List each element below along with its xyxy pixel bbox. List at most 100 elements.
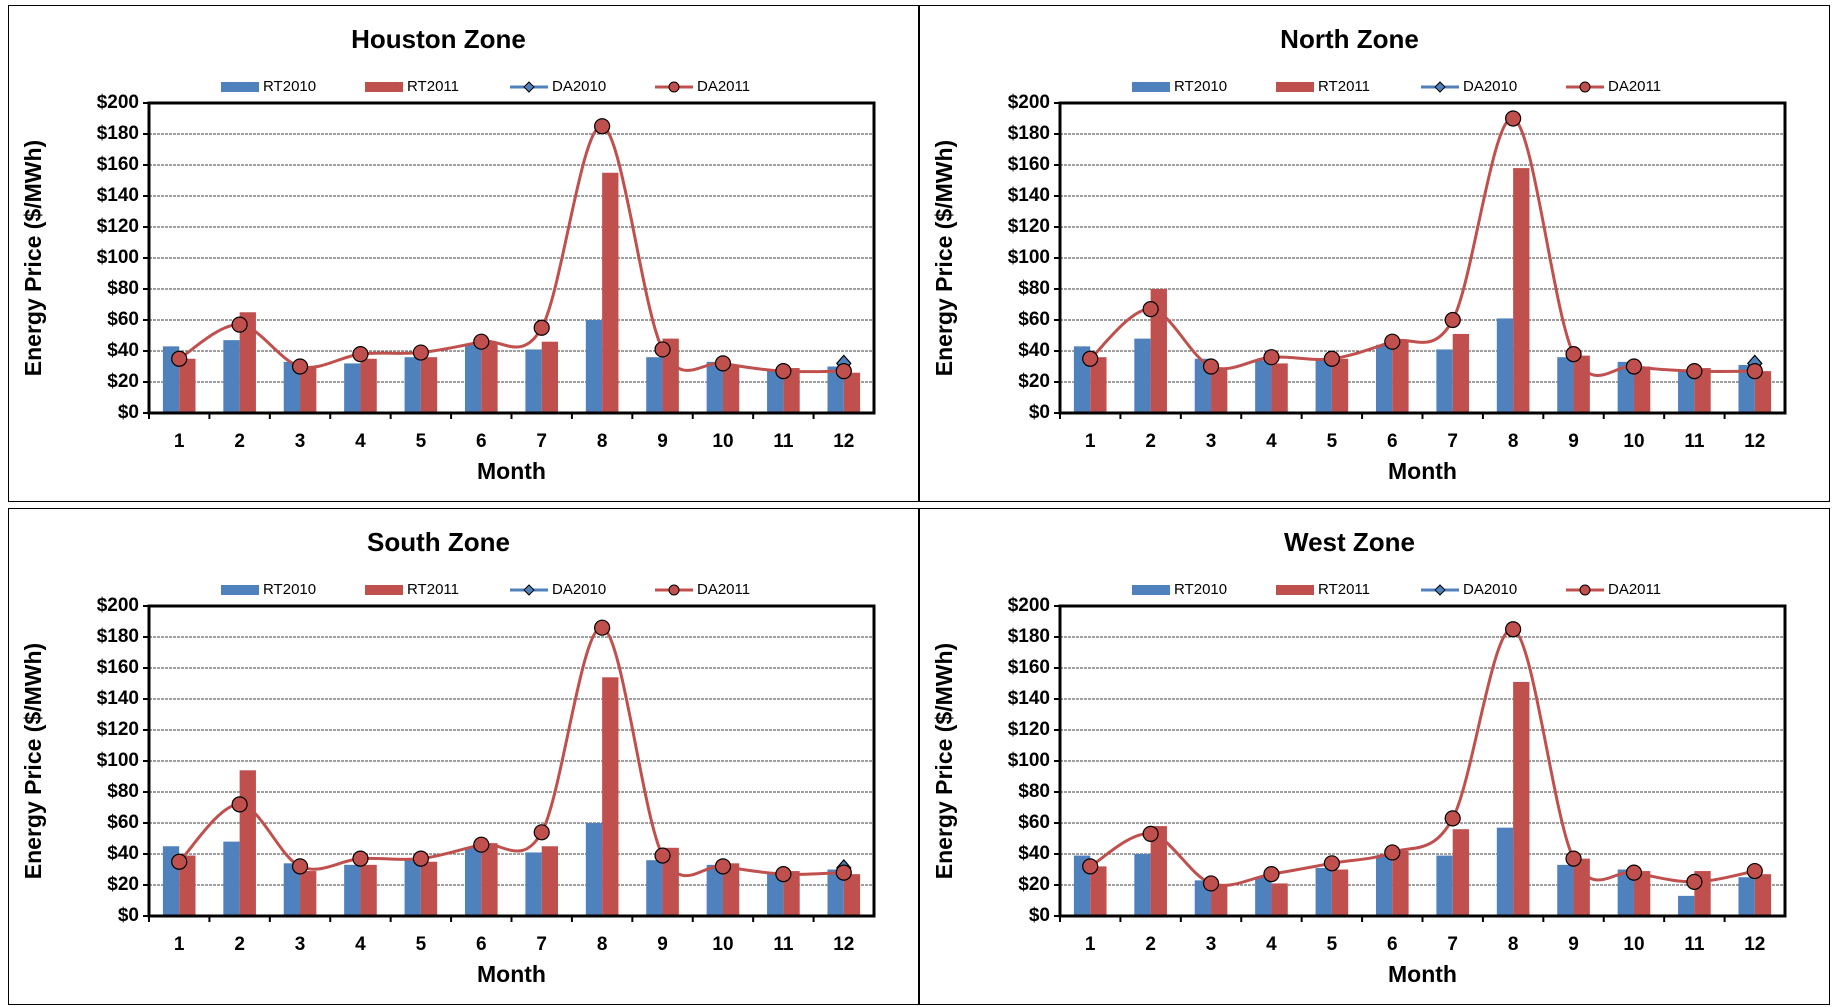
x-tick-label: 5 [1327,431,1338,452]
bar [1255,877,1272,916]
x-tick-label: 10 [712,934,733,955]
marker [1142,825,1159,842]
x-tick-label: 10 [1623,934,1644,955]
marker [171,350,188,367]
x-tick-label: 11 [1684,431,1705,452]
legend-label: RT2010 [1174,581,1227,598]
marker [352,346,369,363]
bar [344,363,361,413]
y-tick-label: $0 [118,905,139,926]
y-tick-label: $140 [1008,185,1050,206]
y-tick-label: $120 [1008,216,1050,237]
y-tick-label: $60 [1018,309,1050,330]
x-tick-label: 12 [833,431,854,452]
legend-marker [1434,584,1446,596]
x-tick-label: 7 [1447,431,1458,452]
x-tick-label: 8 [597,934,608,955]
marker [835,864,852,881]
legend-marker [1579,81,1591,93]
bar [1331,358,1349,413]
x-tick-label: 3 [1206,431,1217,452]
y-tick-label: $100 [97,247,139,268]
x-axis-label: Month [1388,961,1457,987]
y-tick-label: $20 [1018,874,1050,895]
marker [291,358,309,375]
x-tick-label: 9 [657,431,668,452]
bar [1694,368,1711,413]
marker [1746,862,1763,880]
bar [239,312,256,413]
x-tick-label: 3 [295,934,306,955]
plot-frame [1058,101,1787,415]
marker [1565,850,1582,867]
x-tick-label: 3 [295,431,306,452]
marker [714,355,732,372]
marker [352,850,369,867]
y-tick-label: $80 [1018,278,1050,299]
marker [1625,864,1643,881]
bar [1255,360,1272,413]
marker [1323,350,1340,367]
bar [1754,874,1772,916]
bar [1678,895,1695,916]
bar [481,843,498,916]
x-tick-label: 10 [712,431,733,452]
marker [1384,844,1401,861]
y-tick-label: $160 [1008,154,1050,175]
marker [1625,358,1643,375]
marker [1384,333,1401,350]
marker [1082,858,1099,875]
legend-swatch [1132,585,1170,595]
marker [1263,866,1280,883]
chart-title: North Zone [1280,24,1419,54]
bar [1513,168,1530,413]
legend-marker [668,81,680,93]
y-tick-label: $0 [118,402,139,423]
y-tick-label: $0 [1029,402,1050,423]
legend-swatch [221,82,259,92]
bar [1557,864,1574,916]
y-tick-label: $20 [107,874,139,895]
bar [1678,371,1695,413]
bar [1617,361,1634,413]
marker [835,363,852,380]
legend-label: RT2011 [407,78,459,95]
x-tick-label: 8 [1508,431,1519,452]
marker [1505,621,1522,638]
bar [239,770,256,916]
bar [300,871,317,916]
x-tick-label: 9 [1568,431,1579,452]
x-tick-label: 4 [1266,431,1277,452]
bar [300,368,317,413]
bar [1211,885,1228,916]
bar [706,864,723,916]
y-tick-label: $140 [97,688,139,709]
marker [1263,349,1280,366]
x-tick-label: 7 [536,431,547,452]
bar [223,841,240,916]
legend-label: RT2011 [407,581,459,598]
y-tick-label: $40 [107,843,139,864]
bar [1392,850,1409,916]
x-tick-label: 11 [1684,934,1705,955]
x-axis-label: Month [1388,458,1457,484]
y-tick-label: $60 [107,812,139,833]
bar [1134,854,1151,916]
y-tick-label: $120 [97,719,139,740]
legend-label: RT2010 [263,581,316,598]
bar [1436,855,1453,916]
chart-panel: South Zone RT2010 RT2011 DA2010 DA2011 $0 $20 $… [8,508,919,1005]
bar [843,372,861,413]
y-tick-label: $140 [1008,688,1050,709]
y-tick-label: $80 [107,278,139,299]
panel-border [8,5,919,502]
y-tick-label: $0 [1029,905,1050,926]
x-tick-label: 3 [1206,934,1217,955]
bar [602,172,619,413]
bar [1573,858,1590,916]
marker [533,824,550,841]
legend-label: DA2010 [552,78,606,95]
bar [404,858,421,916]
legend-marker [523,584,535,596]
chart-title: Houston Zone [351,24,526,54]
